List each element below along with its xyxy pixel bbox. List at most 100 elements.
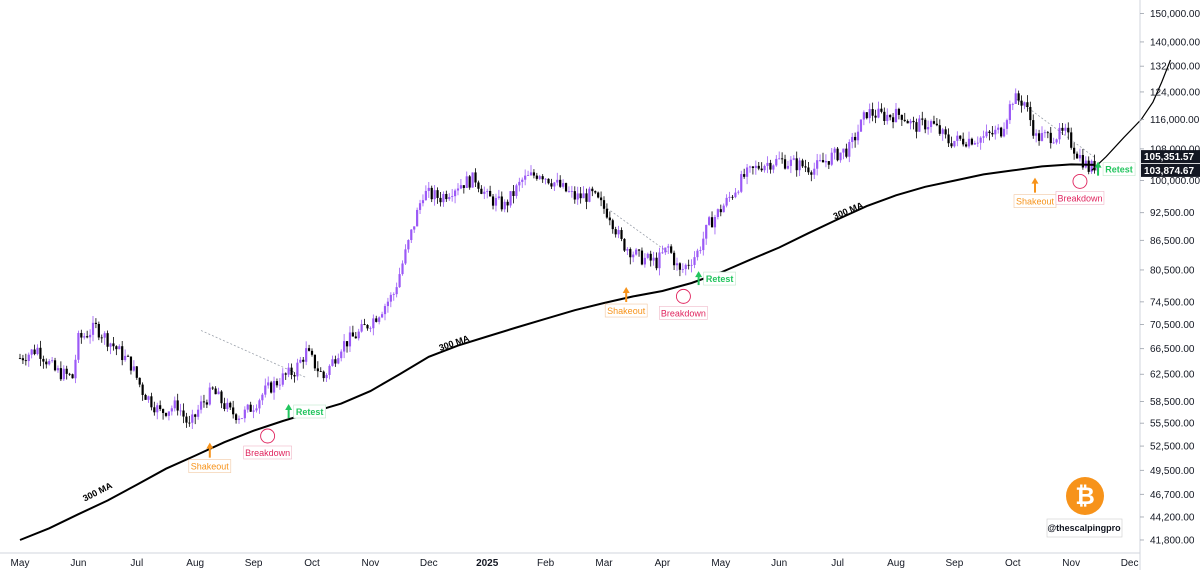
candle-body xyxy=(497,196,500,199)
candle-body xyxy=(27,354,30,362)
candle-body xyxy=(962,138,965,145)
y-tick-label: 132,000.00 xyxy=(1150,62,1200,73)
candle-body xyxy=(1049,132,1052,144)
candle-body xyxy=(681,269,684,270)
candle-body xyxy=(307,348,311,351)
candle-body xyxy=(956,135,959,141)
x-tick-label: Jun xyxy=(70,558,86,569)
candle-body xyxy=(559,179,562,187)
candle-body xyxy=(524,175,527,180)
y-tick-label: 52,500.00 xyxy=(1150,442,1195,453)
y-tick-label: 62,500.00 xyxy=(1150,370,1195,381)
candle-body xyxy=(763,165,766,171)
candle-body xyxy=(445,193,448,200)
candle-body xyxy=(766,162,769,166)
candle-body xyxy=(1029,106,1032,121)
candle-body xyxy=(363,324,366,326)
breakdown-label: Breakdown xyxy=(245,448,290,458)
candle-body xyxy=(912,120,915,123)
trendline xyxy=(1015,98,1095,158)
candle-body xyxy=(380,314,384,318)
x-tick-label: Nov xyxy=(362,558,380,569)
candle-body xyxy=(562,183,565,187)
candle-body xyxy=(594,191,597,193)
candle-body xyxy=(185,416,188,423)
x-tick-label: Apr xyxy=(655,558,671,569)
candle-body xyxy=(348,332,352,347)
retest-label: Retest xyxy=(1105,165,1133,175)
candle-body xyxy=(465,176,468,188)
candle-body xyxy=(757,165,760,169)
candle-body xyxy=(1014,93,1017,104)
candle-body xyxy=(877,108,880,118)
candle-body xyxy=(24,360,27,362)
candle-body xyxy=(436,190,439,198)
candle-body xyxy=(973,143,976,145)
y-tick-label: 74,500.00 xyxy=(1150,297,1195,308)
y-tick-label: 150,000.00 xyxy=(1150,9,1200,20)
candle-body xyxy=(65,368,68,374)
candle-body xyxy=(471,172,474,188)
candle-body xyxy=(80,332,83,338)
candle-body xyxy=(786,165,790,169)
y-tick-label: 58,500.00 xyxy=(1150,397,1195,408)
candle-body xyxy=(635,249,638,255)
handle-text: @thescalpingpro xyxy=(1047,523,1121,533)
candle-body xyxy=(807,167,810,173)
candle-body xyxy=(994,129,997,135)
shakeout-label: Shakeout xyxy=(1016,197,1055,207)
y-tick-label: 80,500.00 xyxy=(1150,265,1195,276)
candle-body xyxy=(62,368,65,380)
price-tag-label: 105,351.57 xyxy=(1144,152,1194,163)
candle-body xyxy=(818,160,822,161)
candle-body xyxy=(1002,128,1006,137)
candle-body xyxy=(483,191,486,194)
candle-body xyxy=(237,418,241,421)
candle-body xyxy=(1067,127,1070,133)
candle-body xyxy=(106,333,109,347)
candle-body xyxy=(646,253,649,258)
candle-body xyxy=(176,400,179,411)
candle-body xyxy=(748,166,752,168)
candle-body xyxy=(845,148,848,157)
candle-body xyxy=(906,120,909,124)
candle-body xyxy=(935,123,938,126)
candle-body xyxy=(331,359,334,366)
candle-body xyxy=(243,409,246,419)
candle-body xyxy=(433,190,436,200)
candle-body xyxy=(856,131,860,141)
candle-body xyxy=(512,191,515,197)
candle-body xyxy=(284,373,287,375)
candle-body xyxy=(211,387,214,389)
candle-body xyxy=(214,388,217,395)
candle-body xyxy=(772,165,775,170)
candle-body xyxy=(1026,102,1029,107)
candle-body xyxy=(611,220,614,230)
candle-body xyxy=(424,190,427,201)
candle-body xyxy=(518,181,521,186)
bitcoin-logo: ₿ xyxy=(1066,477,1104,515)
candle-body xyxy=(255,408,258,411)
candle-body xyxy=(1087,160,1090,172)
candle-body xyxy=(33,349,36,355)
candle-body xyxy=(334,359,337,364)
retest-label: Retest xyxy=(296,407,324,417)
candle-body xyxy=(83,336,86,338)
candle-body xyxy=(976,142,979,144)
candle-body xyxy=(456,188,460,191)
candle-body xyxy=(1061,127,1064,131)
candle-body xyxy=(293,374,296,377)
candle-body xyxy=(743,174,746,177)
candle-body xyxy=(719,209,722,213)
candle-body xyxy=(322,371,325,379)
candle-body xyxy=(354,336,357,339)
candle-body xyxy=(1064,127,1067,131)
candle-body xyxy=(886,114,889,122)
candle-body xyxy=(599,197,603,201)
x-tick-label: Dec xyxy=(1121,558,1139,569)
candle-body xyxy=(605,208,609,218)
candle-body xyxy=(252,410,255,412)
